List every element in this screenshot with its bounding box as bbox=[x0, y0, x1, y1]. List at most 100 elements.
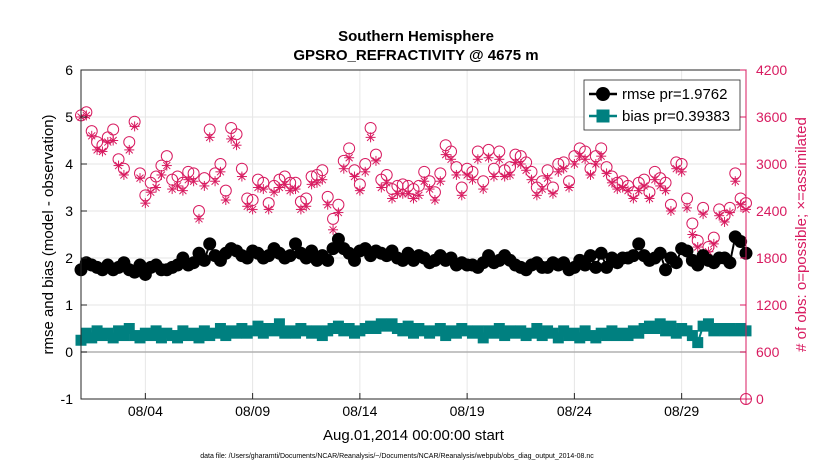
obs-assimilated-point bbox=[86, 130, 97, 141]
y-axis-right-label: # of obs: o=possible; ×=assimilated bbox=[793, 117, 810, 352]
legend-marker-rmse bbox=[596, 87, 610, 101]
rmse-point bbox=[583, 249, 597, 263]
obs-assimilated-point bbox=[360, 166, 371, 177]
obs-assimilated-point bbox=[215, 166, 226, 177]
obs-assimilated-point bbox=[494, 154, 505, 165]
obs-assimilated-point bbox=[295, 204, 306, 215]
obs-assimilated-point bbox=[365, 132, 376, 143]
obs-assimilated-point bbox=[408, 193, 419, 204]
rmse-point bbox=[283, 249, 297, 263]
rmse-point bbox=[669, 256, 683, 270]
obs-assimilated-point bbox=[724, 207, 735, 218]
obs-assimilated-point bbox=[478, 184, 489, 195]
obs-assimilated-point bbox=[553, 166, 564, 177]
bias-point bbox=[692, 337, 704, 349]
obs-assimilated-point bbox=[258, 184, 269, 195]
obs-possible-point bbox=[230, 128, 243, 141]
y-tick-label-7: 6 bbox=[65, 62, 73, 78]
obs-assimilated-point bbox=[488, 171, 499, 182]
x-tick-label-5: 08/29 bbox=[664, 403, 699, 419]
rmse-point bbox=[305, 244, 319, 258]
obs-assimilated-point bbox=[129, 121, 140, 132]
bias-point bbox=[402, 320, 414, 332]
obs-assimilated-point bbox=[596, 151, 607, 162]
rmse-point bbox=[203, 237, 217, 251]
bias-point bbox=[273, 318, 285, 330]
obs-assimilated-point bbox=[333, 207, 344, 218]
rmse-point bbox=[691, 258, 705, 272]
bias-point bbox=[552, 332, 564, 344]
bias-point bbox=[123, 323, 135, 334]
obs-assimilated-point bbox=[472, 154, 483, 165]
obs-assimilated-point bbox=[97, 146, 108, 157]
rmse-point bbox=[632, 237, 646, 251]
bias-point bbox=[574, 332, 586, 344]
obs-assimilated-point bbox=[644, 193, 655, 204]
obs-assimilated-point bbox=[585, 169, 596, 180]
obs-assimilated-point bbox=[81, 110, 92, 121]
obs-assimilated-point bbox=[569, 159, 580, 169]
obs-assimilated-point bbox=[338, 163, 349, 174]
bias-point bbox=[434, 323, 446, 334]
bias-point bbox=[493, 323, 505, 334]
y-tick-label-6: 5 bbox=[65, 109, 73, 125]
y-axis-label: rmse and bias (model - observation) bbox=[40, 114, 57, 354]
bias-point bbox=[686, 330, 698, 342]
rmse-point bbox=[133, 258, 147, 272]
obs-assimilated-point bbox=[247, 204, 258, 215]
obs-assimilated-point bbox=[639, 180, 650, 191]
x-tick-label-4: 08/24 bbox=[557, 403, 592, 419]
obs-possible-point bbox=[686, 217, 699, 230]
bias-point bbox=[193, 332, 205, 344]
bias-point bbox=[654, 318, 666, 330]
obs-assimilated-point bbox=[231, 140, 242, 151]
obs-assimilated-point bbox=[687, 229, 698, 240]
bias-point bbox=[86, 332, 98, 344]
y-right-tick-label-1: 600 bbox=[756, 344, 780, 360]
obs-assimilated-point bbox=[274, 182, 285, 193]
obs-assimilated-point bbox=[467, 174, 478, 185]
data-file-footer: data file: /Users/gharamti/Documents/NCA… bbox=[200, 453, 594, 460]
obs-assimilated-point bbox=[483, 152, 494, 163]
obs-assimilated-point bbox=[558, 163, 569, 174]
obs-assimilated-point bbox=[381, 177, 392, 188]
obs-assimilated-point bbox=[612, 184, 623, 195]
obs-assimilated-point bbox=[161, 160, 172, 171]
y-tick-label-0: -1 bbox=[61, 391, 74, 407]
obs-assimilated-point bbox=[531, 190, 542, 201]
obs-assimilated-point bbox=[113, 160, 124, 171]
y-tick-label-2: 1 bbox=[65, 297, 73, 313]
rmse-point bbox=[289, 237, 303, 251]
y-tick-label-5: 4 bbox=[65, 156, 73, 172]
x-axis-label: Aug.01,2014 00:00:00 start bbox=[323, 427, 505, 444]
bias-point bbox=[472, 325, 484, 337]
obs-assimilated-point bbox=[242, 201, 253, 212]
obs-assimilated-point bbox=[263, 204, 274, 215]
rmse-point bbox=[594, 246, 608, 260]
rmse-point bbox=[734, 235, 748, 249]
obs-assimilated-point bbox=[236, 171, 247, 182]
bias-point bbox=[268, 325, 280, 337]
x-tick-label-3: 08/19 bbox=[450, 403, 485, 419]
obs-assimilated-point bbox=[601, 168, 612, 179]
obs-assimilated-point bbox=[580, 154, 591, 165]
obs-assimilated-point bbox=[328, 224, 339, 235]
bias-series bbox=[75, 318, 752, 349]
chart-title: Southern Hemisphere bbox=[338, 28, 494, 45]
y-right-tick-label-3: 1800 bbox=[756, 250, 787, 266]
rmse-point bbox=[659, 263, 673, 277]
bias-point bbox=[702, 318, 714, 330]
obs-assimilated-point bbox=[730, 176, 741, 187]
rmse-series bbox=[74, 230, 753, 281]
obs-assimilated-point bbox=[692, 242, 703, 253]
bias-point bbox=[531, 323, 543, 334]
obs-assimilated-point bbox=[306, 179, 317, 190]
legend-box bbox=[583, 79, 741, 131]
y-tick-label-3: 2 bbox=[65, 250, 73, 266]
obs-assimilated-point bbox=[451, 169, 462, 180]
rmse-point bbox=[680, 244, 694, 258]
chart-subtitle: GPSRO_REFRACTIVITY @ 4675 m bbox=[293, 47, 538, 64]
obs-possible-point bbox=[327, 212, 340, 225]
obs-assimilated-point bbox=[526, 174, 537, 185]
obs-assimilated-point bbox=[590, 159, 601, 169]
